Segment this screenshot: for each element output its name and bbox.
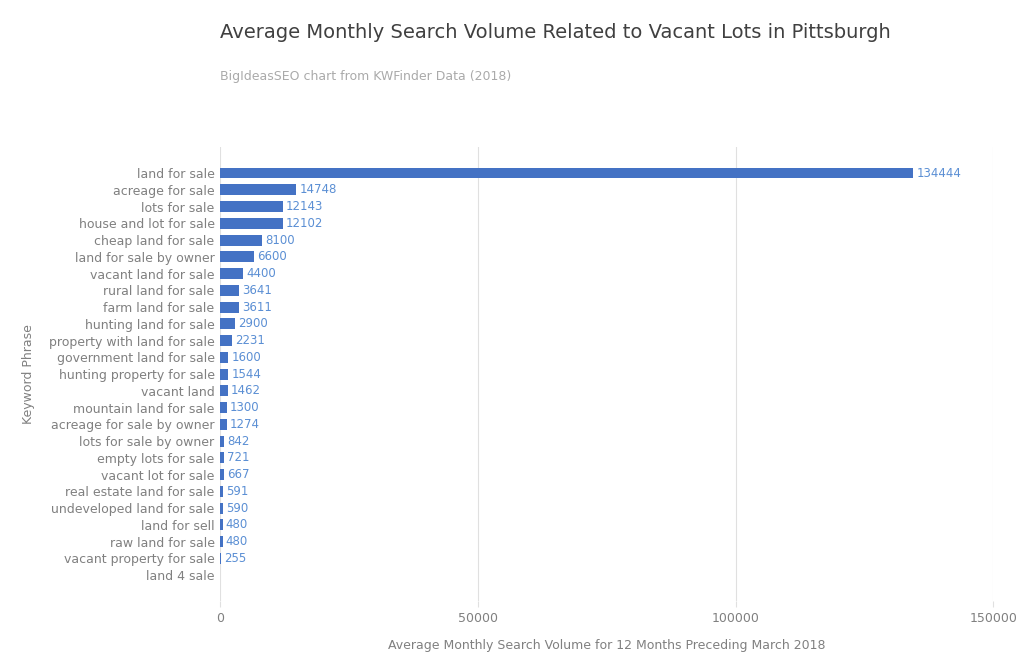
Bar: [220, 385, 227, 396]
Bar: [220, 352, 228, 363]
Bar: [220, 553, 221, 564]
Text: BigIdeasSEO chart from KWFinder Data (2018): BigIdeasSEO chart from KWFinder Data (20…: [220, 70, 511, 83]
Bar: [220, 335, 231, 346]
Bar: [220, 168, 913, 178]
Bar: [220, 419, 226, 430]
Bar: [220, 184, 296, 195]
Bar: [220, 369, 228, 379]
Bar: [220, 218, 283, 228]
Bar: [220, 319, 236, 329]
Text: 8100: 8100: [265, 234, 295, 246]
Text: 3641: 3641: [242, 284, 272, 297]
Text: 1462: 1462: [230, 384, 261, 397]
Bar: [220, 302, 239, 313]
Text: 12102: 12102: [286, 217, 323, 230]
Bar: [220, 536, 222, 547]
Text: 2231: 2231: [234, 334, 264, 347]
Text: 1600: 1600: [231, 351, 261, 364]
Text: 14748: 14748: [299, 183, 337, 196]
Bar: [220, 502, 223, 514]
Text: 480: 480: [225, 535, 248, 548]
Bar: [220, 452, 224, 464]
X-axis label: Average Monthly Search Volume for 12 Months Preceding March 2018: Average Monthly Search Volume for 12 Mon…: [388, 639, 825, 651]
Text: 2900: 2900: [239, 317, 268, 330]
Text: 590: 590: [226, 502, 249, 514]
Bar: [220, 436, 224, 446]
Text: 842: 842: [227, 435, 250, 448]
Text: 4400: 4400: [246, 267, 275, 280]
Bar: [220, 234, 262, 246]
Text: 667: 667: [226, 468, 249, 481]
Y-axis label: Keyword Phrase: Keyword Phrase: [22, 324, 35, 424]
Bar: [220, 201, 283, 212]
Text: 480: 480: [225, 518, 248, 531]
Text: 255: 255: [224, 552, 247, 565]
Bar: [220, 251, 254, 263]
Bar: [220, 486, 223, 497]
Bar: [220, 520, 222, 530]
Text: 3611: 3611: [242, 301, 271, 313]
Text: 134444: 134444: [916, 166, 962, 180]
Text: 1544: 1544: [231, 367, 261, 381]
Bar: [220, 469, 223, 480]
Text: 1300: 1300: [230, 401, 259, 414]
Bar: [220, 402, 227, 413]
Text: 591: 591: [226, 485, 249, 498]
Text: Average Monthly Search Volume Related to Vacant Lots in Pittsburgh: Average Monthly Search Volume Related to…: [220, 23, 891, 42]
Text: 6600: 6600: [257, 250, 287, 263]
Text: 12143: 12143: [286, 200, 324, 213]
Bar: [220, 285, 239, 296]
Text: 1274: 1274: [229, 418, 260, 431]
Bar: [220, 268, 243, 279]
Text: 721: 721: [227, 452, 250, 464]
